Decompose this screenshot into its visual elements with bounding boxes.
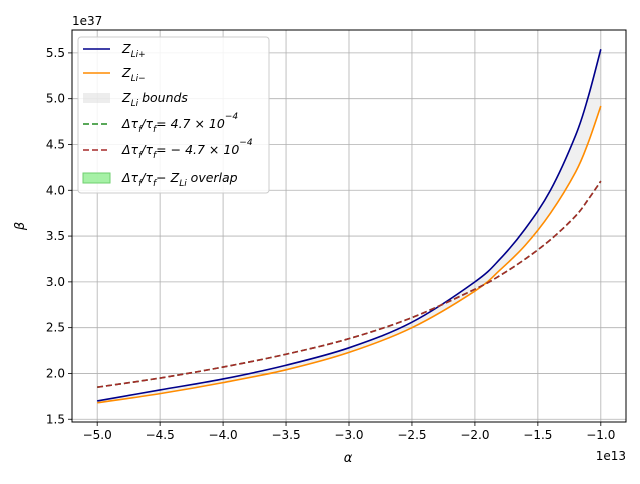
legend-item-dtau-pos: Δτf/τf= 4.7 × 10−4 <box>83 112 238 135</box>
x-tick-label: −4.5 <box>146 428 175 442</box>
legend-item-zli-minus: ZLi− <box>83 65 146 84</box>
y-offset-label: 1e37 <box>72 14 102 28</box>
dtau-neg-line <box>97 180 602 388</box>
y-axis-ticks: 1.5 2.0 2.5 3.0 3.5 4.0 4.5 5.0 5.5 <box>46 46 72 426</box>
y-tick-label: 4.0 <box>46 183 65 197</box>
x-tick-label: −1.5 <box>523 428 552 442</box>
legend-label: ZLi+ <box>121 41 146 60</box>
y-tick-label: 1.5 <box>46 412 65 426</box>
x-tick-label: −4.0 <box>209 428 238 442</box>
y-tick-label: 3.0 <box>46 275 65 289</box>
legend-item-zli-plus: ZLi+ <box>83 41 146 60</box>
legend: ZLi+ ZLi− ZLi bounds Δτf/τf= 4.7 × 10−4 Δτf/… <box>77 36 270 194</box>
zli-minus-line <box>97 105 602 404</box>
legend-label: Δτf/τf− ZLi overlap <box>121 170 238 189</box>
y-tick-label: 4.5 <box>46 137 65 151</box>
legend-item-bounds: ZLi bounds <box>83 90 188 109</box>
y-tick-label: 2.5 <box>46 321 65 335</box>
legend-item-dtau-neg: Δτf/τf= − 4.7 × 10−4 <box>83 138 253 161</box>
x-tick-label: −3.0 <box>334 428 363 442</box>
legend-label: Δτf/τf= 4.7 × 10−4 <box>121 112 238 135</box>
legend-item-overlap: Δτf/τf− ZLi overlap <box>82 170 238 189</box>
y-tick-label: 2.0 <box>46 366 65 380</box>
x-tick-label: −1.0 <box>586 428 615 442</box>
x-tick-label: −2.5 <box>397 428 426 442</box>
x-tick-label: −2.0 <box>460 428 489 442</box>
x-offset-label: 1e13 <box>596 449 626 463</box>
x-axis-ticks: −5.0 −4.5 −4.0 −3.5 −3.0 −2.5 −2.0 −1.5 −1.0 <box>83 422 615 442</box>
legend-label: Δτf/τf= − 4.7 × 10−4 <box>121 138 253 161</box>
x-tick-label: −5.0 <box>83 428 112 442</box>
x-axis-label: α <box>344 451 353 466</box>
legend-swatch <box>83 93 110 103</box>
x-tick-label: −3.5 <box>271 428 300 442</box>
y-tick-label: 5.5 <box>46 46 65 60</box>
y-axis-label: β <box>13 222 28 231</box>
legend-box <box>77 36 270 194</box>
legend-label: ZLi bounds <box>121 90 188 109</box>
legend-swatch <box>82 172 111 184</box>
series-lines <box>97 49 602 404</box>
y-tick-label: 3.5 <box>46 229 65 243</box>
y-tick-label: 5.0 <box>46 92 65 106</box>
zli-plus-line <box>97 49 602 402</box>
legend-label: ZLi− <box>121 65 146 84</box>
